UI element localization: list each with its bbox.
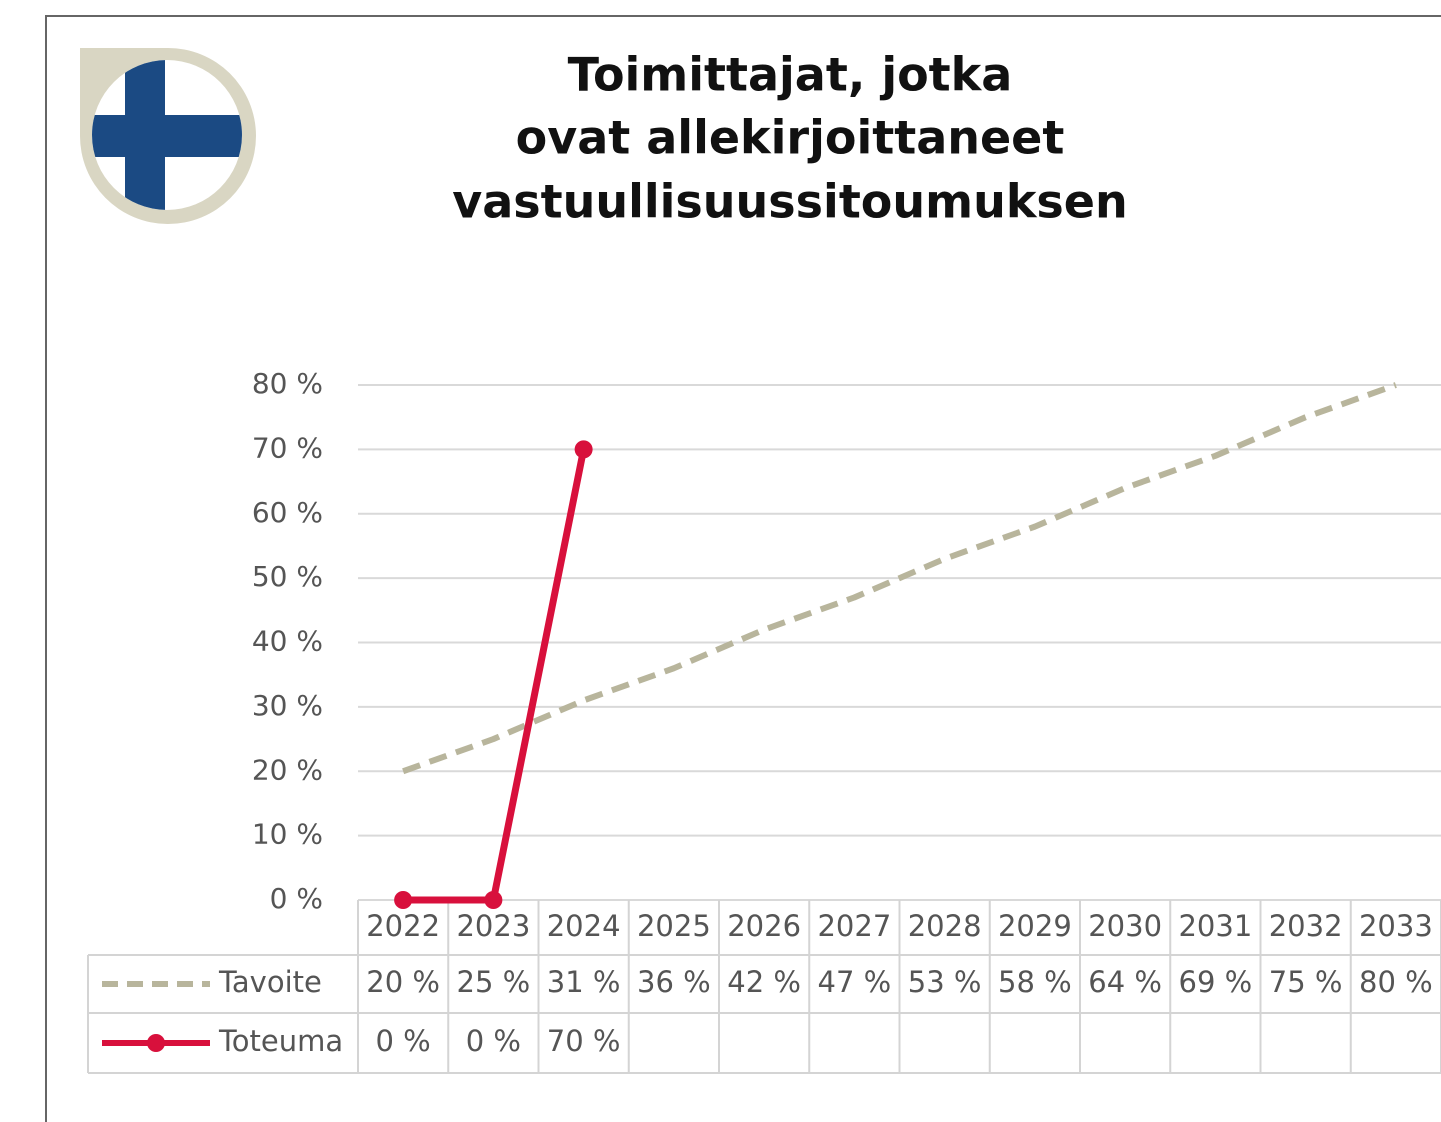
table-value: 25 % [457, 965, 531, 999]
chart-title: vastuullisuussitoumuksen [452, 175, 1128, 229]
table-value: 69 % [1179, 965, 1253, 999]
x-tick-label: 2033 [1359, 909, 1433, 943]
table-value: 80 % [1359, 965, 1433, 999]
table-value: 20 % [366, 965, 440, 999]
y-tick-label: 10 % [252, 818, 323, 851]
x-tick-label: 2031 [1178, 909, 1252, 943]
legend-marker [147, 1034, 165, 1052]
y-tick-label: 60 % [252, 496, 323, 529]
legend-label: Tavoite [218, 965, 322, 999]
table-value: 47 % [818, 965, 892, 999]
table-value: 53 % [908, 965, 982, 999]
chart-title: ovat allekirjoittaneet [516, 111, 1065, 165]
y-tick-label: 50 % [252, 560, 323, 593]
y-tick-label: 0 % [270, 882, 323, 915]
x-tick-label: 2029 [998, 909, 1072, 943]
logo [79, 47, 256, 224]
marker [574, 440, 593, 459]
marker [484, 891, 503, 909]
table-value: 64 % [1088, 965, 1162, 999]
legend-label: Toteuma [218, 1024, 343, 1058]
frame [45, 15, 1441, 1122]
x-tick-label: 2025 [637, 909, 711, 943]
series-line [402, 382, 1397, 775]
table-value: 0 % [376, 1024, 431, 1058]
marker [394, 891, 413, 909]
table-value: 58 % [998, 965, 1072, 999]
y-tick-label: 80 % [252, 367, 323, 400]
table-value: 70 % [547, 1024, 621, 1058]
x-tick-label: 2022 [366, 909, 440, 943]
y-tick-label: 70 % [252, 431, 323, 464]
table-value: 31 % [547, 965, 621, 999]
chart-title: Toimittajat, jotka [568, 48, 1013, 102]
x-tick-label: 2032 [1269, 909, 1343, 943]
y-tick-label: 40 % [252, 625, 323, 658]
table-value: 42 % [727, 965, 801, 999]
y-tick-label: 30 % [252, 689, 323, 722]
table-value: 75 % [1269, 965, 1343, 999]
table-value: 36 % [637, 965, 711, 999]
x-tick-label: 2027 [817, 909, 891, 943]
x-tick-label: 2026 [727, 909, 801, 943]
x-tick-label: 2023 [456, 909, 530, 943]
y-tick-label: 20 % [252, 753, 323, 786]
table-value: 0 % [466, 1024, 521, 1058]
x-tick-label: 2030 [1088, 909, 1162, 943]
x-tick-label: 2024 [547, 909, 621, 943]
x-tick-label: 2028 [908, 909, 982, 943]
